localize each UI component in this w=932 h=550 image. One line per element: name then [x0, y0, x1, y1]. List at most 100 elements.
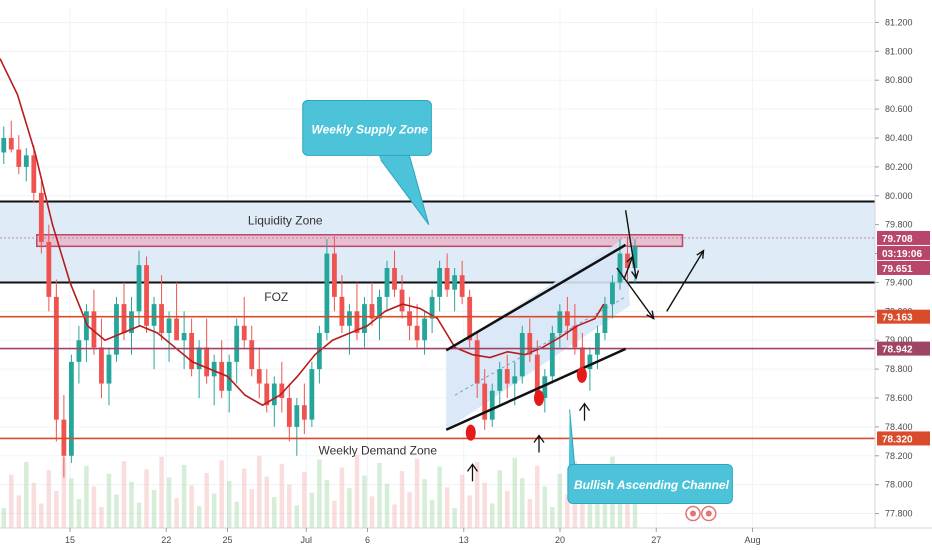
candle-body — [91, 311, 97, 348]
volume-bar — [39, 503, 44, 528]
volume-bar — [557, 473, 563, 528]
candle-body — [234, 325, 240, 362]
candle-body — [407, 311, 412, 326]
volume-bar — [91, 486, 97, 528]
candle-body — [549, 333, 555, 377]
ma-line — [0, 58, 605, 407]
volume-bar — [31, 482, 37, 528]
candle-body — [512, 376, 518, 384]
price-badge — [877, 431, 930, 446]
volume-bar — [587, 502, 593, 528]
candle-body — [151, 304, 157, 326]
candle-body — [467, 296, 473, 341]
price-badge-label: 03:19:06 — [882, 249, 922, 260]
y-tick-label: 78.200 — [885, 451, 913, 461]
volume-bar — [234, 501, 239, 528]
y-axis: 81.200 81.000 80.800 80.600 80.400 80.200 80.0… — [874, 0, 932, 550]
projection-arrow-small — [624, 210, 637, 279]
y-tick-label: 80.200 — [885, 162, 913, 172]
candle-body — [414, 325, 420, 341]
candle-body — [429, 296, 435, 319]
candle-body — [572, 325, 578, 348]
volume-bar — [422, 479, 427, 528]
candle-body — [444, 268, 450, 290]
volume-bar — [241, 468, 247, 528]
y-tick-label: 78.000 — [885, 480, 913, 490]
volume-bar — [219, 460, 224, 528]
candle-body — [38, 192, 44, 242]
supply-band — [36, 234, 684, 248]
channel-upper-line — [445, 243, 627, 352]
candle-body — [542, 376, 548, 398]
volume-bar — [114, 494, 119, 528]
moving-average — [0, 58, 605, 407]
candle-body — [8, 138, 14, 150]
foz-label: FOZ — [264, 290, 288, 304]
candle-body — [68, 361, 74, 456]
volume-bar — [414, 458, 420, 528]
y-tick-label: 81.000 — [885, 46, 913, 56]
event-icon-dot — [705, 510, 712, 517]
volume-bar — [497, 470, 502, 528]
markers — [465, 366, 591, 482]
volume-bar — [347, 488, 352, 528]
candle-body — [159, 304, 164, 333]
callouts: Weekly Supply Zone Liquidity Zone FOZ Weekl… — [248, 99, 733, 522]
projection-arrow-small-head — [631, 270, 640, 280]
candle-body — [219, 361, 225, 391]
candle-body — [504, 369, 510, 384]
volume-bar — [174, 498, 179, 528]
volume-bar — [54, 490, 59, 528]
price-badge — [877, 245, 930, 260]
volume-bar — [69, 478, 74, 528]
volume-bar — [144, 469, 149, 528]
up-arrow-head — [533, 434, 545, 443]
volume-bar — [129, 481, 134, 528]
y-tick-label: 80.400 — [885, 133, 913, 143]
volume-bar — [527, 499, 533, 528]
volume-bar — [159, 456, 164, 528]
y-tick-label: 80.000 — [885, 191, 913, 201]
volume-bar — [211, 493, 217, 528]
volume-bar — [542, 486, 548, 528]
volume-bar — [76, 499, 82, 528]
candle-body — [489, 390, 495, 420]
candle-body — [23, 155, 29, 167]
candle-body — [249, 340, 255, 370]
price-badge-label: 78.320 — [882, 434, 913, 445]
candle-body — [362, 304, 367, 333]
y-tick-label: 78.800 — [885, 364, 913, 374]
volume-bar — [226, 481, 232, 528]
volume-bar — [272, 497, 277, 528]
candle-body — [474, 340, 480, 384]
event-icon-dot — [690, 510, 696, 517]
candle-body — [301, 405, 307, 420]
candle-body — [31, 155, 37, 193]
volume-bar — [264, 476, 270, 528]
channel-callout-label: Bullish Ascending Channel — [574, 478, 730, 492]
volume-bar — [16, 495, 22, 528]
candle-body — [294, 405, 300, 427]
x-tick-label: 25 — [222, 535, 232, 545]
volume-bar — [520, 478, 525, 528]
supply-callout-label: Weekly Supply Zone — [312, 123, 429, 137]
volume-bar — [24, 462, 29, 528]
candle-body — [377, 296, 382, 319]
volume-bar — [309, 492, 315, 528]
volume-bar — [580, 481, 585, 528]
volume-bar — [602, 490, 608, 528]
y-tick-label: 80.600 — [885, 104, 913, 114]
volume-bar — [625, 498, 630, 528]
candle-body — [166, 318, 172, 333]
liquidity-zone-label: Liquidity Zone — [248, 214, 323, 228]
volume-bar — [302, 472, 307, 528]
candle-body — [497, 369, 503, 391]
volume-bar — [429, 499, 435, 528]
volume-bar — [151, 490, 157, 528]
candle-body — [369, 304, 375, 319]
candle-body — [121, 304, 127, 333]
candle-body — [264, 383, 270, 406]
candle-body — [144, 265, 149, 326]
volume-bar — [459, 474, 465, 528]
volume-bar — [354, 454, 360, 528]
